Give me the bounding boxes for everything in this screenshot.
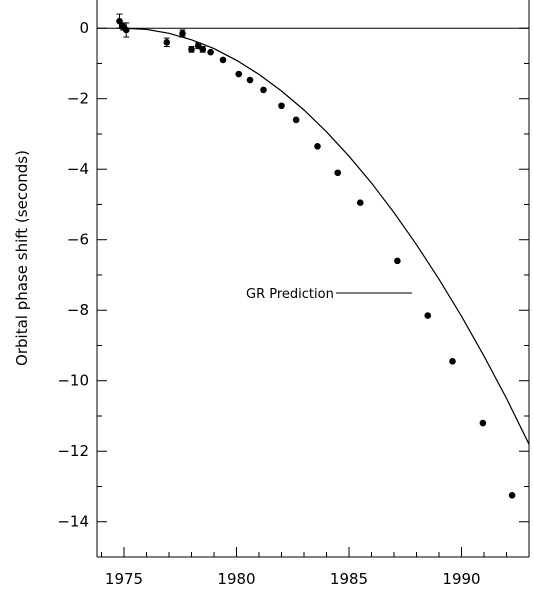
data-point <box>394 257 401 265</box>
data-point <box>246 76 254 84</box>
y-tick-label: −14 <box>57 513 89 531</box>
gr-prediction-curve <box>123 27 530 445</box>
x-tick-label: 1990 <box>442 570 480 588</box>
data-point <box>188 46 195 53</box>
data-point <box>219 56 227 64</box>
data-point <box>194 42 202 50</box>
data-point <box>122 26 130 34</box>
x-tick-label: 1975 <box>105 570 143 588</box>
y-tick-label: −8 <box>67 301 89 319</box>
data-point <box>314 143 321 150</box>
x-tick-label: 1985 <box>330 570 368 588</box>
data-point <box>334 169 342 177</box>
gr-prediction-curve-group <box>123 27 530 445</box>
data-point <box>356 199 364 207</box>
y-tick-label: −6 <box>67 231 89 249</box>
y-tick-label: 0 <box>79 19 89 37</box>
data-points-group <box>116 13 516 499</box>
x-tick-label: 1980 <box>217 570 255 588</box>
data-point <box>424 312 432 319</box>
data-point <box>235 70 243 78</box>
data-point <box>292 116 300 124</box>
data-point <box>449 358 456 365</box>
y-tick-label: −4 <box>67 160 89 178</box>
data-point <box>260 86 267 94</box>
data-point <box>479 419 487 427</box>
gr-prediction-label: GR Prediction <box>246 287 334 302</box>
data-point <box>199 46 207 53</box>
data-point <box>508 492 516 499</box>
y-axis-label: Orbital phase shift (seconds) <box>13 150 31 366</box>
data-point <box>207 48 214 56</box>
data-point <box>179 30 186 37</box>
data-point <box>278 102 285 110</box>
data-point <box>163 39 171 46</box>
y-tick-label: −12 <box>57 442 89 460</box>
y-tick-label: −2 <box>67 90 89 108</box>
annotation-group: GR Prediction <box>246 287 412 302</box>
y-tick-label: −10 <box>57 372 89 390</box>
axes-group: 0 −2 −4 −6 −8 −10 −12 −14 1975 1980 1985 1990 <box>57 0 530 588</box>
